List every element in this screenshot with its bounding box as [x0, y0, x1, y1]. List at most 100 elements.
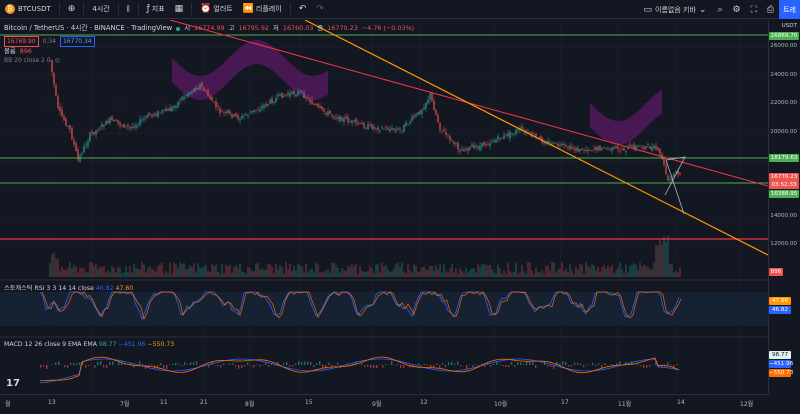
- candle-body: [643, 146, 645, 149]
- volume-bar: [77, 272, 79, 277]
- redo-button[interactable]: ↷: [311, 0, 329, 19]
- price-axis[interactable]: USDT 26869.70 26000.00 24000.00 22000.00…: [768, 20, 800, 394]
- candle-body: [189, 92, 191, 94]
- candle-body: [405, 122, 407, 126]
- alert-label: 얼러트: [213, 5, 233, 13]
- settings-button[interactable]: ⚙: [728, 0, 746, 19]
- volume-bar: [307, 272, 309, 277]
- layout-icon: ▭: [643, 4, 653, 15]
- symbol-title[interactable]: Bitcoin / TetherUS · 4시간 · BINANCE · Tra…: [4, 24, 173, 32]
- chart-type-button[interactable]: ⫾: [122, 0, 135, 19]
- search-button[interactable]: ⌕: [712, 0, 727, 19]
- candle-body: [607, 147, 609, 149]
- volume-bar: [117, 266, 119, 277]
- macd-histogram-bar: [43, 365, 45, 367]
- candle-body: [495, 139, 497, 143]
- candle-body: [205, 90, 207, 92]
- candle-body: [577, 147, 579, 152]
- symbol-search-button[interactable]: ₿ BTCUSDT: [0, 0, 56, 19]
- volume-bar: [361, 270, 363, 277]
- volume-bar: [429, 265, 431, 277]
- volume-bar: [449, 268, 451, 277]
- candle-body: [279, 93, 281, 96]
- macd-histogram-bar: [211, 361, 213, 365]
- eye-off-icon[interactable]: ◎: [54, 57, 60, 64]
- stoch-label[interactable]: 스토캐스틱 RSI 3 3 14 14 close: [4, 285, 94, 292]
- candle-body: [119, 122, 121, 126]
- volume-bar: [147, 268, 149, 277]
- chart-canvas[interactable]: [0, 20, 768, 394]
- candle-body: [97, 130, 99, 131]
- candle-body: [211, 97, 213, 102]
- macd-label[interactable]: MACD 12 26 close 9 EMA EMA: [4, 341, 97, 348]
- macd-histogram-bar: [100, 361, 102, 365]
- candle-body: [269, 99, 271, 104]
- candle-body: [513, 133, 515, 135]
- interval-button[interactable]: 4시간: [87, 0, 114, 19]
- volume-bar: [479, 267, 481, 277]
- volume-bar: [75, 266, 77, 277]
- tradingview-logo: 17: [6, 378, 20, 389]
- volume-bar: [311, 268, 313, 277]
- currency-label[interactable]: USDT: [781, 23, 797, 29]
- candle-body: [631, 145, 633, 147]
- candle-body: [553, 142, 555, 144]
- volume-bar: [511, 272, 513, 277]
- volume-bar: [641, 266, 643, 277]
- macd-histogram-bar: [439, 365, 441, 369]
- volume-bar: [285, 262, 287, 277]
- macd-histogram-bar: [577, 363, 579, 365]
- templates-button[interactable]: ▦: [170, 0, 189, 19]
- volume-bar: [603, 265, 605, 277]
- macd-histogram-bar: [436, 363, 438, 365]
- volume-bar: [199, 267, 201, 277]
- volume-bar: [161, 262, 163, 277]
- macd-histogram-bar: [532, 362, 534, 365]
- volume-bar: [99, 266, 101, 277]
- candle-body: [481, 142, 483, 148]
- fullscreen-button[interactable]: ⛶: [746, 0, 762, 19]
- sell-price[interactable]: 16769.90: [4, 36, 39, 47]
- alert-button[interactable]: ⏰ 얼러트: [195, 0, 238, 19]
- trade-button[interactable]: 트레: [779, 0, 800, 19]
- volume-bar: [109, 272, 111, 277]
- volume-bar: [85, 272, 87, 277]
- candle-body: [411, 116, 413, 121]
- macd-value-3: −550.73: [147, 341, 175, 348]
- layout-button[interactable]: ▭ 이름없음 키바 ⌄: [638, 5, 713, 15]
- candle-body: [545, 143, 547, 145]
- volume-bar: [643, 264, 645, 277]
- volume-bar: [157, 266, 159, 277]
- macd-histogram-bar: [661, 365, 663, 368]
- volume-bar: [621, 269, 623, 277]
- macd-histogram-bar: [334, 365, 336, 366]
- time-axis[interactable]: 월 13 7월 11 21 8월 15 9월 12 10월 17 11월 14 …: [0, 394, 768, 414]
- volume-label: 볼륨: [4, 47, 16, 55]
- time-tick: 17: [561, 399, 569, 406]
- volume-bar: [477, 264, 479, 277]
- trendline-orange[interactable]: [304, 20, 768, 256]
- candle-body: [395, 129, 397, 132]
- volume-bar: [573, 273, 575, 277]
- volume-bar: [627, 272, 629, 277]
- add-symbol-button[interactable]: ⊕: [63, 0, 81, 19]
- chevron-down-icon: ⌄: [698, 4, 707, 15]
- candle-body: [641, 147, 643, 148]
- buy-price[interactable]: 16770.34: [60, 36, 95, 47]
- macd-histogram-bar: [667, 362, 669, 365]
- candle-body: [265, 103, 267, 106]
- replay-button[interactable]: ⏪ 리플레이: [238, 0, 287, 19]
- candle-body: [113, 119, 115, 122]
- projection-drawing[interactable]: [664, 156, 686, 215]
- volume-bar: [379, 272, 381, 277]
- price-tick: 20000.00: [770, 129, 797, 135]
- volume-bar: [471, 268, 473, 277]
- macd-histogram-bar: [193, 362, 195, 365]
- stoch-d-line: [41, 291, 682, 321]
- candle-body: [393, 128, 395, 130]
- undo-button[interactable]: ↶: [294, 0, 312, 19]
- indicators-button[interactable]: ƒ 지표: [142, 0, 170, 19]
- time-tick: 9월: [372, 401, 382, 408]
- volume-bar: [257, 262, 259, 277]
- snapshot-button[interactable]: ⎙: [762, 0, 779, 19]
